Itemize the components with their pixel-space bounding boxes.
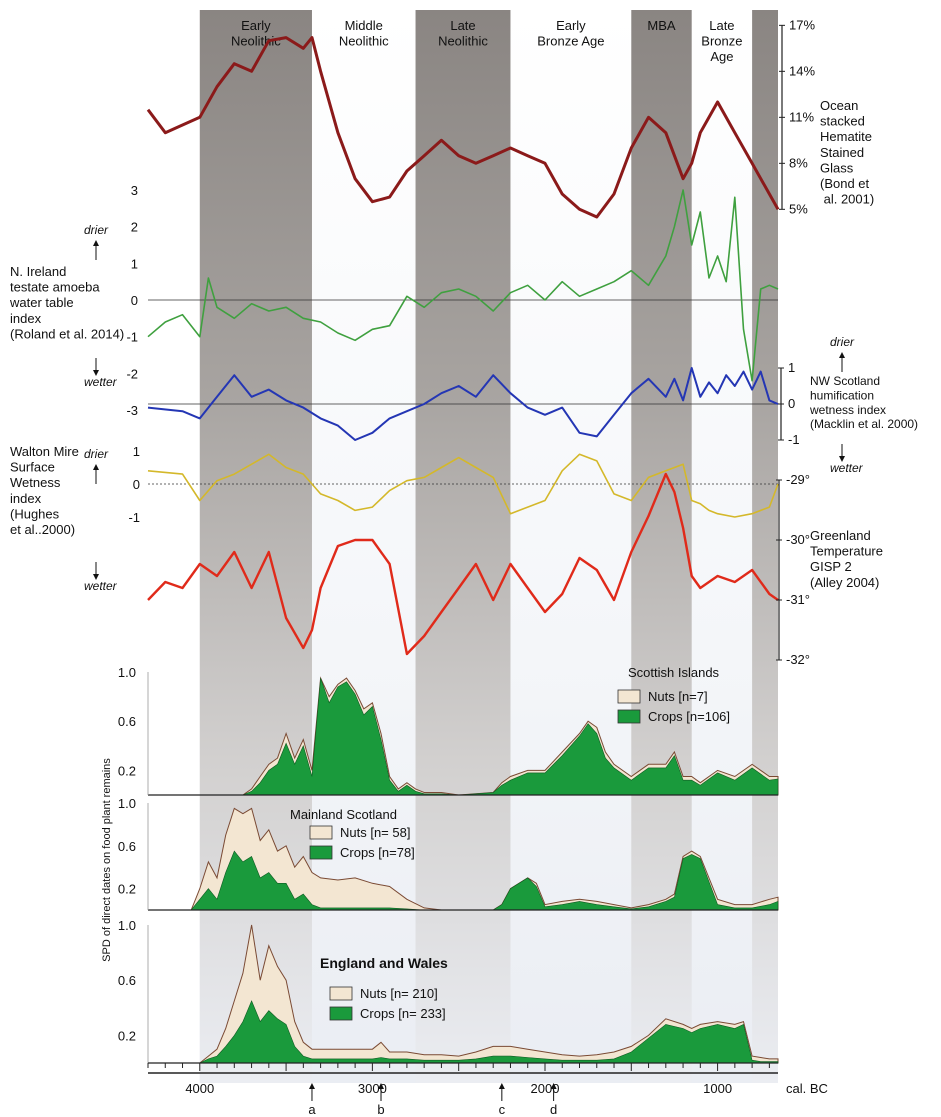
- drier-nireland: drier: [84, 223, 109, 237]
- wetter-nwscot-arrowhead: [839, 456, 845, 462]
- legend-label-crops: Crops [n= 233]: [360, 1006, 446, 1021]
- period-band-2: [415, 10, 511, 1083]
- wetter-nireland: wetter: [84, 375, 118, 389]
- x-tick-label: 2000: [531, 1081, 560, 1096]
- y-tick-label: -29°: [786, 472, 810, 487]
- drier-nwscot-arrowhead: [839, 352, 845, 358]
- nwscot-label: NW Scotland humification wetness index (Mac…: [809, 374, 918, 431]
- y-tick-label: -2: [126, 366, 138, 381]
- y-tick-label: 1.0: [118, 665, 136, 680]
- y-tick-label: 0: [788, 396, 795, 411]
- y-tick-label: 0.2: [118, 1028, 136, 1043]
- legend-swatch-nuts: [617, 689, 641, 704]
- legend-swatch-crops: [617, 709, 641, 724]
- period-bands: [148, 10, 778, 1083]
- plots: [146, 36, 780, 1064]
- y-tick-label: -3: [126, 403, 138, 418]
- legend-swatch-crops: [309, 845, 333, 860]
- series-line: [147, 189, 779, 382]
- marker-label-d: d: [550, 1102, 557, 1117]
- y-tick-label: 0.2: [118, 763, 136, 778]
- y-tick-label: 8%: [789, 155, 808, 170]
- y-tick-label: 1.0: [118, 796, 136, 811]
- y-tick-label: -1: [126, 330, 138, 345]
- marker-label-c: c: [499, 1102, 506, 1117]
- marker-label-a: a: [308, 1102, 316, 1117]
- y-tick-label: 17%: [789, 17, 815, 32]
- crops-area: [148, 1000, 779, 1064]
- panel-title: Scottish Islands: [628, 665, 720, 680]
- period-labels: Early Neolithic Middle Neolithic Late Neolith…: [231, 18, 743, 64]
- y-tick-label: 3: [131, 183, 138, 198]
- x-tick-label: 3000: [358, 1081, 387, 1096]
- y-tick-label: 0.2: [118, 882, 136, 897]
- legend-label-crops: Crops [n=78]: [340, 845, 415, 860]
- y-tick-label: 0.6: [118, 714, 136, 729]
- drier-nwscot: drier: [830, 335, 855, 349]
- panel-title: Mainland Scotland: [290, 807, 397, 822]
- y-tick-label: -1: [128, 510, 140, 525]
- spd-ylabel: SPD of direct dates on food plant remain…: [101, 758, 113, 962]
- wetter-nwscot: wetter: [830, 461, 864, 475]
- series-line: [147, 367, 779, 441]
- wetter-nireland-arrowhead: [93, 370, 99, 376]
- marker-arrowhead: [378, 1083, 385, 1089]
- legend-label-crops: Crops [n=106]: [648, 709, 730, 724]
- x-tick-label: 4000: [185, 1081, 214, 1096]
- y-tick-label: 5%: [789, 201, 808, 216]
- y-tick-label: 0: [131, 293, 138, 308]
- legend-label-nuts: Nuts [n= 210]: [360, 986, 438, 1001]
- series-line: [146, 36, 780, 219]
- y-tick-label: 2: [131, 220, 138, 235]
- axes: 17% 14% 11% 8% 5% 3 2 1 0 -1 -2 -3 1 0 -1 1 0 -1 -29° -30° -…: [118, 17, 828, 1117]
- drier-walton-arrowhead: [93, 464, 99, 470]
- y-tick-label: 1: [131, 256, 138, 271]
- y-tick-label: 1: [133, 444, 140, 459]
- y-tick-label: 1.0: [118, 918, 136, 933]
- marker-arrowhead: [498, 1083, 505, 1089]
- period-band-0: [199, 10, 312, 1083]
- drier-nireland-arrowhead: [93, 240, 99, 246]
- period-label-1: Middle Neolithic: [339, 18, 389, 49]
- greenland-label: Greenland Temperature GISP 2 (Alley 2004): [810, 528, 883, 590]
- period-label-2: Late Neolithic: [438, 18, 488, 49]
- series-line: [147, 472, 779, 656]
- y-tick-label: -32°: [786, 652, 810, 667]
- y-tick-label: -1: [788, 432, 800, 447]
- y-tick-label: 14%: [789, 63, 815, 78]
- period-label-4: MBA: [647, 18, 676, 33]
- y-tick-label: -30°: [786, 532, 810, 547]
- wetter-walton-arrowhead: [93, 574, 99, 580]
- legend-swatch-nuts: [309, 825, 333, 840]
- walton-label: Walton Mire Surface Wetness index (Hughes et …: [10, 444, 79, 537]
- x-unit-label: cal. BC: [786, 1081, 828, 1096]
- y-tick-label: 0.6: [118, 973, 136, 988]
- series-line: [147, 453, 779, 518]
- y-tick-label: 1: [788, 360, 795, 375]
- drier-walton: drier: [84, 447, 109, 461]
- x-tick-label: 1000: [703, 1081, 732, 1096]
- nireland-label: N. Ireland testate amoeba water table index…: [9, 264, 124, 341]
- wetter-walton: wetter: [84, 579, 118, 593]
- period-label-0: Early Neolithic: [231, 18, 281, 49]
- panel-labels: Ocean stacked Hematite Stained Glass (Bond et…: [9, 98, 918, 1021]
- period-band-4: [631, 10, 692, 1083]
- marker-label-b: b: [377, 1102, 384, 1117]
- y-tick-label: -31°: [786, 592, 810, 607]
- legend-swatch-nuts: [329, 986, 353, 1001]
- marker-arrowhead: [550, 1083, 557, 1089]
- panel-title: England and Wales: [320, 955, 448, 971]
- period-label-3: Early Bronze Age: [537, 18, 604, 49]
- y-tick-label: 11%: [789, 109, 814, 124]
- marker-arrowhead: [308, 1083, 315, 1089]
- legend-label-nuts: Nuts [n= 58]: [340, 825, 410, 840]
- period-label-5: Late Bronze Age: [701, 18, 742, 64]
- background-band: [148, 10, 200, 1083]
- legend-label-nuts: Nuts [n=7]: [648, 689, 708, 704]
- y-tick-label: 0: [133, 477, 140, 492]
- ocean-label: Ocean stacked Hematite Stained Glass (Bond et…: [820, 98, 874, 207]
- legend-swatch-crops: [329, 1006, 353, 1021]
- y-tick-label: 0.6: [118, 839, 136, 854]
